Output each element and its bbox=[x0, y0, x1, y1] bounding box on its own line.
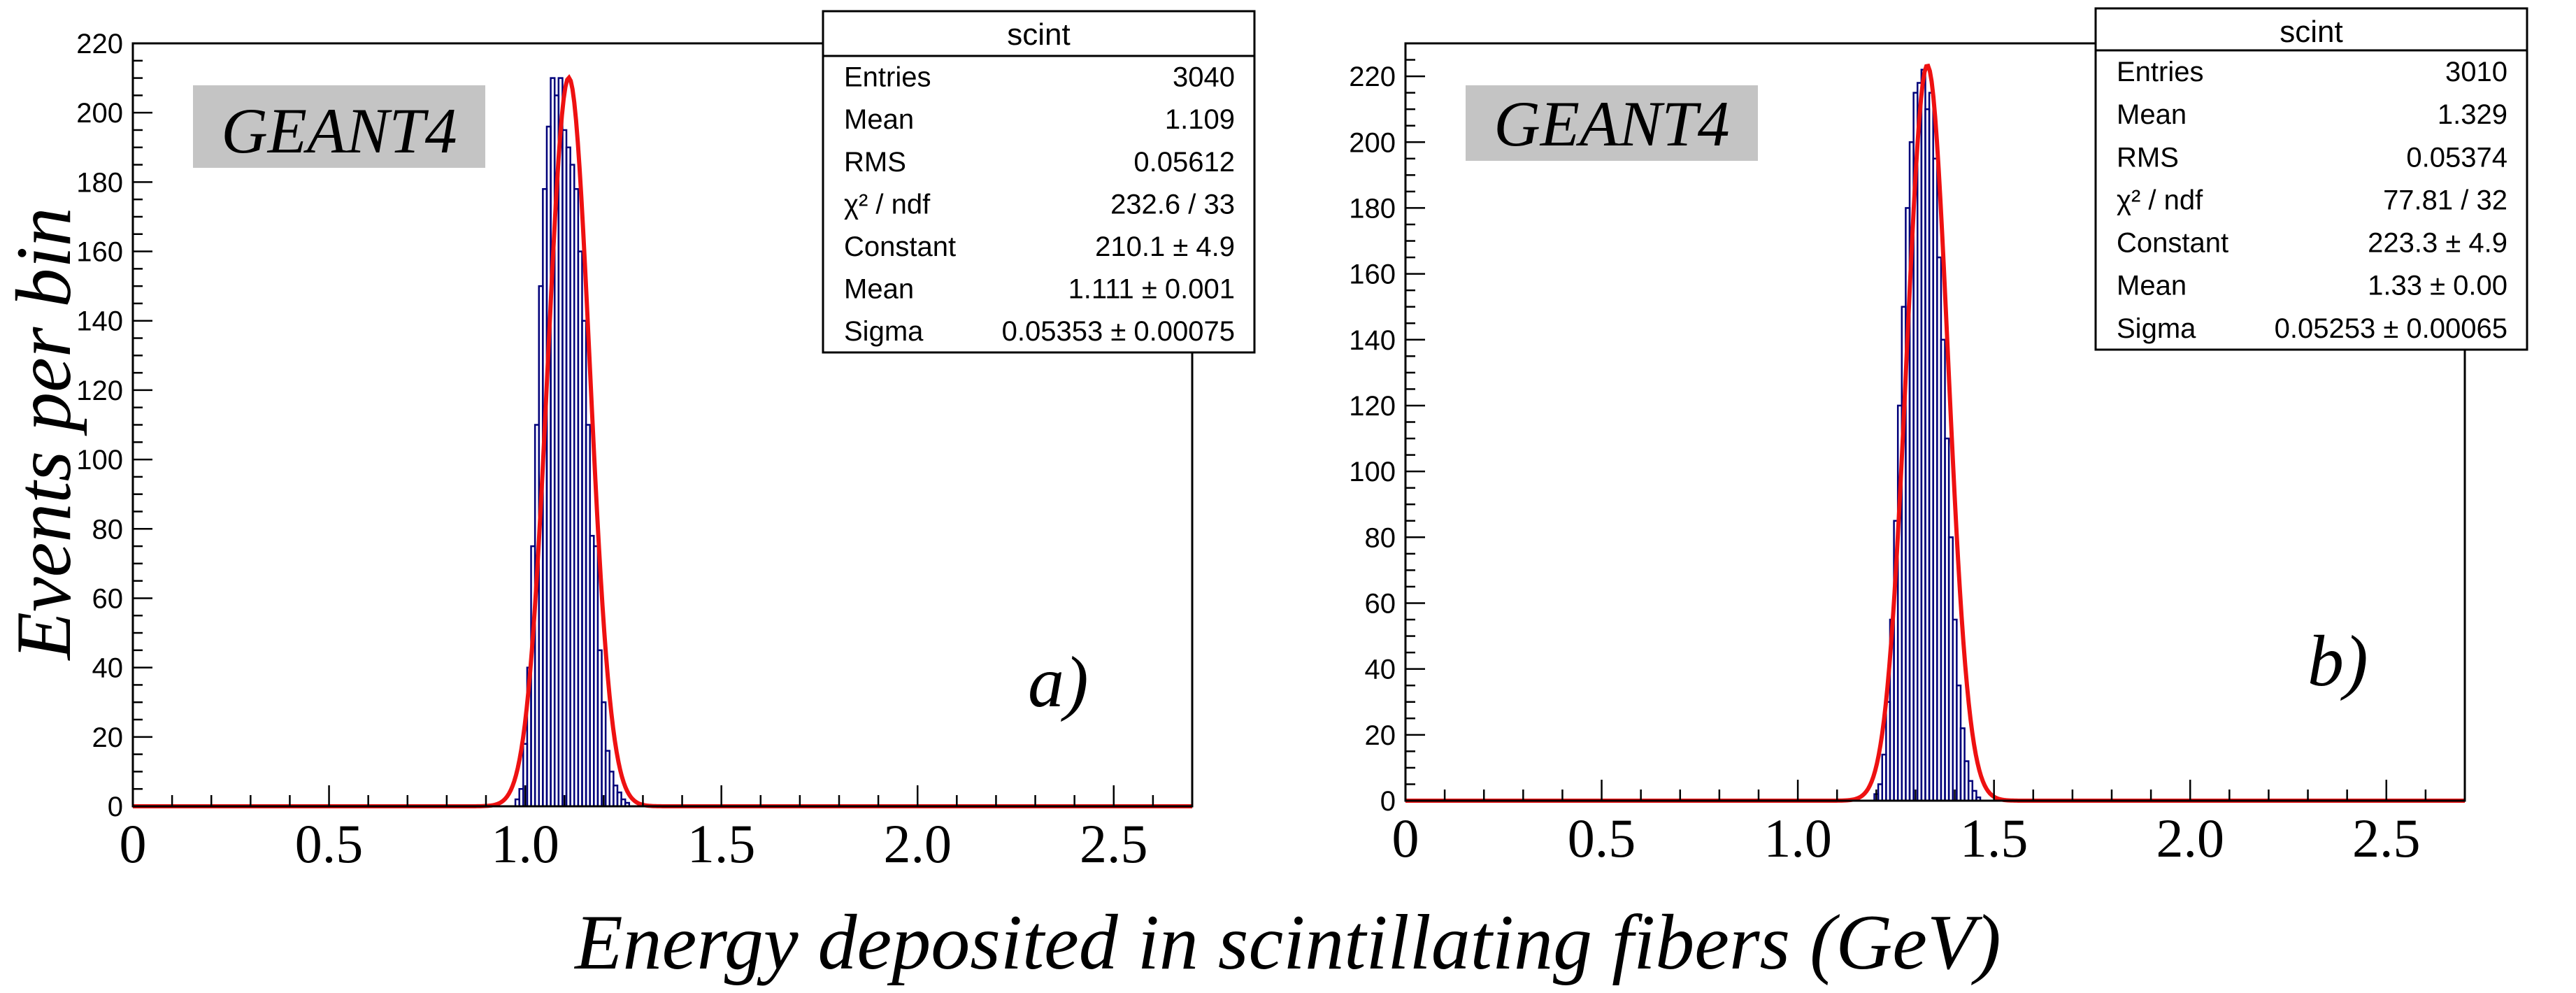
y-tick-label: 200 bbox=[1349, 127, 1396, 158]
geant4-tag-b: GEANT4 bbox=[1466, 85, 1758, 161]
y-tick-label: 120 bbox=[1349, 391, 1396, 422]
stats-row-value: 0.05353 ± 0.00075 bbox=[1002, 316, 1235, 347]
stats-row-value: 0.05253 ± 0.00065 bbox=[2275, 313, 2507, 344]
x-ticks-a: 0 0.5 1.0 1.5 2.0 2.5 bbox=[120, 785, 1194, 874]
x-tick-label: 1.5 bbox=[687, 813, 756, 874]
stats-row-value: 3040 bbox=[1173, 62, 1235, 93]
stats-row-label: Entries bbox=[844, 62, 931, 93]
stats-row-value: 210.1 ± 4.9 bbox=[1095, 231, 1235, 262]
y-tick-label: 180 bbox=[1349, 193, 1396, 224]
stats-row-value: 77.81 / 32 bbox=[2383, 185, 2507, 215]
histogram-a bbox=[514, 77, 631, 808]
x-axis-label: Energy deposited in scintillating fibers… bbox=[573, 899, 2001, 986]
stats-row-label: Constant bbox=[844, 231, 956, 262]
stats-row-value: 0.05612 bbox=[1133, 147, 1235, 178]
stats-box-a: scint Entries 3040 Mean 1.109 RMS 0.05612 χ² / … bbox=[822, 10, 1256, 354]
stats-row-value: 3010 bbox=[2445, 57, 2507, 87]
y-tick-label: 80 bbox=[1365, 522, 1396, 553]
x-tick-label: 2.5 bbox=[1080, 813, 1148, 874]
stats-row-label: RMS bbox=[844, 147, 906, 178]
y-axis-label: Events per bin bbox=[1, 208, 87, 662]
stats-row-label: Mean bbox=[2117, 99, 2187, 130]
x-tick-label: 2.5 bbox=[2352, 808, 2421, 869]
y-tick-label: 0 bbox=[108, 792, 123, 822]
y-tick-label: 0 bbox=[1380, 786, 1396, 817]
x-tick-label: 0 bbox=[120, 813, 147, 874]
y-ticks-a: 0 20 40 60 80 100 120 140 160 180 200 220 bbox=[76, 29, 152, 822]
panel-label-a: a) bbox=[1028, 642, 1089, 722]
stats-box-frame bbox=[822, 10, 1256, 354]
y-tick-label: 180 bbox=[76, 167, 123, 198]
y-tick-label: 200 bbox=[76, 98, 123, 129]
x-tick-label: 1.0 bbox=[491, 813, 559, 874]
stats-row-label: RMS bbox=[2117, 142, 2179, 173]
panel-label-b: b) bbox=[2307, 621, 2368, 701]
y-tick-label: 20 bbox=[92, 722, 124, 753]
stats-title: scint bbox=[2280, 15, 2342, 49]
stats-row-label: Mean bbox=[844, 104, 914, 135]
stats-row-label: Constant bbox=[2117, 228, 2228, 259]
y-tick-label: 120 bbox=[76, 376, 123, 406]
y-ticks-b: 0 20 40 60 80 100 120 140 160 180 200 220 bbox=[1349, 42, 1425, 817]
stats-row-value: 1.109 bbox=[1165, 104, 1235, 135]
y-tick-label: 80 bbox=[92, 514, 124, 545]
y-tick-label: 60 bbox=[92, 583, 124, 614]
stats-box-b: scint Entries 3010 Mean 1.329 RMS 0.05374 χ² / … bbox=[2094, 7, 2528, 351]
panel-a: 0 20 40 60 80 100 120 140 160 180 200 220 0 0.5 1.0 1.… bbox=[76, 10, 1256, 874]
x-tick-label: 2.0 bbox=[2156, 808, 2224, 869]
stats-box-frame bbox=[2094, 7, 2528, 351]
stats-title: scint bbox=[1007, 17, 1070, 52]
stats-row-value: 232.6 / 33 bbox=[1110, 189, 1235, 220]
y-tick-label: 220 bbox=[1349, 62, 1396, 92]
x-tick-label: 2.0 bbox=[883, 813, 952, 874]
y-tick-label: 40 bbox=[92, 653, 124, 684]
panel-b: 0 20 40 60 80 100 120 140 160 180 200 220 0 0.5 1.0 1.… bbox=[1349, 7, 2528, 869]
y-tick-label: 140 bbox=[1349, 325, 1396, 356]
stats-row-value: 223.3 ± 4.9 bbox=[2368, 228, 2507, 259]
x-tick-label: 0.5 bbox=[295, 813, 364, 874]
stats-row-label: χ² / ndf bbox=[844, 189, 931, 220]
y-tick-label: 20 bbox=[1365, 720, 1396, 751]
y-tick-label: 100 bbox=[1349, 457, 1396, 487]
y-tick-label: 160 bbox=[76, 237, 123, 268]
y-tick-label: 220 bbox=[76, 29, 123, 59]
geant4-tag-a: GEANT4 bbox=[193, 85, 485, 168]
stats-row-label: χ² / ndf bbox=[2117, 185, 2203, 215]
y-tick-label: 40 bbox=[1365, 655, 1396, 685]
geant4-tag-text-a: GEANT4 bbox=[221, 95, 457, 166]
geant4-tag-text-b: GEANT4 bbox=[1494, 88, 1729, 159]
x-ticks-b: 0 0.5 1.0 1.5 2.0 2.5 bbox=[1392, 780, 2466, 869]
stats-row-label: Entries bbox=[2117, 57, 2204, 87]
x-tick-label: 0.5 bbox=[1568, 808, 1636, 869]
stats-row-value: 1.111 ± 0.001 bbox=[1068, 273, 1235, 304]
x-tick-label: 0 bbox=[1392, 808, 1419, 869]
y-tick-label: 160 bbox=[1349, 259, 1396, 290]
stats-row-label: Sigma bbox=[844, 316, 924, 347]
stats-row-value: 1.329 bbox=[2438, 99, 2507, 130]
y-tick-label: 100 bbox=[76, 445, 123, 476]
y-tick-label: 60 bbox=[1365, 588, 1396, 619]
stats-row-value: 0.05374 bbox=[2406, 142, 2507, 173]
histogram-b bbox=[1873, 69, 1982, 802]
x-tick-label: 1.0 bbox=[1763, 808, 1832, 869]
stats-row-value: 1.33 ± 0.00 bbox=[2368, 271, 2507, 301]
stats-row-label: Mean bbox=[844, 273, 914, 304]
y-tick-label: 140 bbox=[76, 306, 123, 337]
stats-row-label: Sigma bbox=[2117, 313, 2196, 344]
x-tick-label: 1.5 bbox=[1960, 808, 2028, 869]
stats-row-label: Mean bbox=[2117, 271, 2187, 301]
